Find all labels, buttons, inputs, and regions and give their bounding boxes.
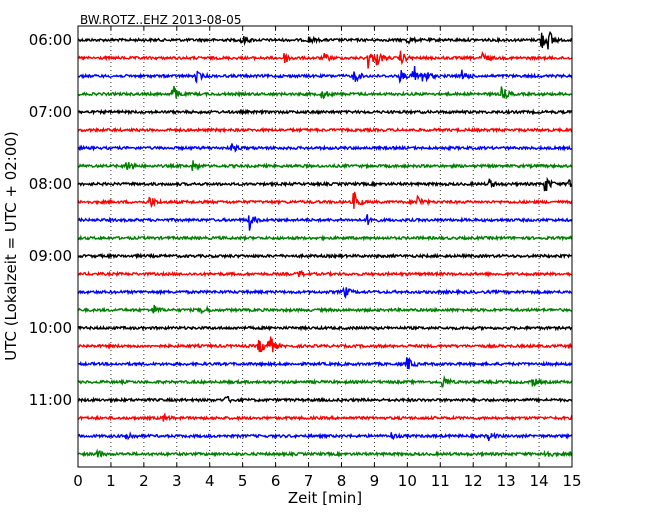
x-tick-label: 2 <box>139 472 149 490</box>
trace-0615 <box>77 50 573 69</box>
trace-0900 <box>77 252 573 260</box>
trace-1145 <box>77 448 573 458</box>
trace-0630 <box>77 65 573 85</box>
trace-0815 <box>77 191 573 209</box>
traces <box>77 30 573 458</box>
x-axis: 0 1 2 3 4 5 6 7 8 9 10 11 12 13 14 15 <box>73 26 582 490</box>
chart-title: BW.ROTZ..EHZ 2013-08-05 <box>80 13 241 27</box>
trace-0915 <box>77 269 573 278</box>
trace-0730 <box>77 143 573 153</box>
x-tick-label: 4 <box>205 472 215 490</box>
trace-0645 <box>77 85 573 100</box>
trace-0800 <box>77 176 573 192</box>
trace-1045 <box>77 375 573 388</box>
x-tick-label: 15 <box>562 472 581 490</box>
trace-0715 <box>77 126 573 134</box>
trace-0830 <box>77 214 573 231</box>
y-tick-label: 10:00 <box>29 319 72 337</box>
x-tick-label: 7 <box>304 472 314 490</box>
plot-frame <box>77 25 573 468</box>
y-tick-label: 11:00 <box>29 391 72 409</box>
y-tick-label: 06:00 <box>29 31 72 49</box>
trace-1130 <box>77 431 573 442</box>
x-tick-label: 10 <box>398 472 417 490</box>
trace-1000 <box>77 324 573 332</box>
trace-0700 <box>77 108 573 116</box>
y-tick-label: 08:00 <box>29 175 72 193</box>
x-tick-label: 9 <box>370 472 380 490</box>
trace-0945 <box>78 304 573 314</box>
x-tick-label: 12 <box>464 472 483 490</box>
x-tick-label: 6 <box>271 472 281 490</box>
x-tick-label: 5 <box>238 472 248 490</box>
y-axis: 06:00 07:00 08:00 09:00 10:00 11:00 <box>29 31 572 409</box>
trace-1100 <box>77 395 573 404</box>
trace-0745 <box>77 160 573 172</box>
x-tick-label: 14 <box>530 472 549 490</box>
trace-0600 <box>77 30 573 50</box>
x-tick-label: 3 <box>172 472 182 490</box>
x-tick-label: 8 <box>337 472 347 490</box>
trace-0930 <box>77 286 573 299</box>
vertical-grid <box>110 26 540 467</box>
trace-1015 <box>77 336 573 353</box>
trace-0845 <box>77 234 573 242</box>
x-tick-label: 1 <box>106 472 116 490</box>
x-tick-label: 11 <box>431 472 450 490</box>
y-tick-label: 09:00 <box>29 247 72 265</box>
x-tick-label: 13 <box>497 472 516 490</box>
x-tick-label: 0 <box>73 472 83 490</box>
y-tick-label: 07:00 <box>29 103 72 121</box>
trace-1115 <box>77 412 573 422</box>
x-axis-label: Zeit [min] <box>288 489 362 507</box>
y-axis-label: UTC (Lokalzeit = UTC + 02:00) <box>2 131 20 361</box>
trace-1030 <box>77 356 573 370</box>
